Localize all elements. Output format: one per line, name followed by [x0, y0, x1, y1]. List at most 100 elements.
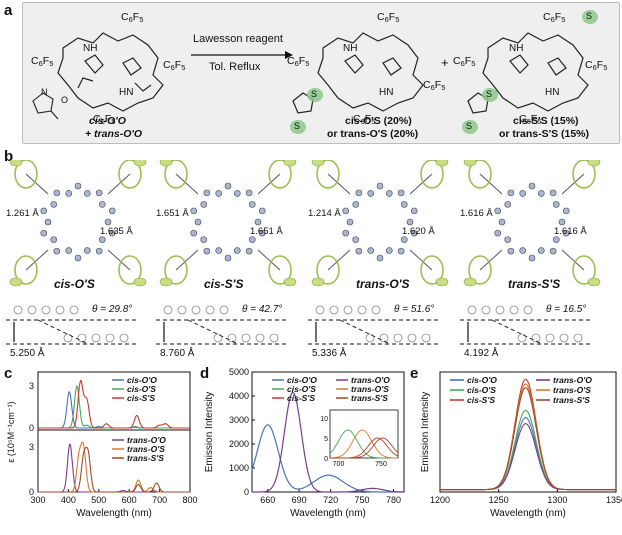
aryl-ring — [420, 255, 444, 285]
crystal-structures-svg: 1.261 Å 1.635 Å cis-O'S θ = 29.8° 5.250 Å 1.6… — [6, 160, 601, 359]
product1-trans-name: or trans-O'S (20%) — [327, 128, 419, 140]
bond — [107, 249, 131, 271]
series-line — [38, 446, 190, 493]
x-tick-label: 600 — [122, 495, 137, 505]
atom-n: N — [41, 87, 48, 97]
absorption-chart: 300 400 500 600 700 800 0 3 0 3 Wavelength (nm) ε (… — [6, 371, 198, 519]
packing-atom — [27, 305, 37, 315]
legend-label: trans-O'O — [553, 375, 592, 385]
atom — [558, 218, 566, 226]
fluorine — [435, 160, 449, 167]
atom — [194, 218, 202, 226]
packing-atom — [509, 305, 519, 315]
atom-nh: NH — [343, 43, 358, 54]
reaction-arrow-head — [285, 51, 293, 59]
starting-macrocycle-drawing — [57, 32, 164, 112]
atom — [504, 201, 512, 208]
packing-atom — [227, 333, 237, 343]
bond — [479, 173, 503, 195]
c6f5-label: C6F5 — [519, 113, 542, 126]
packing-atom — [41, 305, 51, 315]
series-line — [38, 384, 190, 429]
bond — [327, 249, 351, 271]
atom — [494, 207, 502, 215]
aryl-ring — [468, 160, 492, 189]
atom — [215, 190, 223, 197]
legend-label: cis-O'O — [127, 375, 157, 385]
atom — [562, 207, 570, 215]
x-tick-label: 1200 — [430, 495, 450, 505]
x-tick-label: 1350 — [606, 495, 622, 505]
conditions-label: Tol. Reflux — [209, 61, 261, 73]
atom — [552, 201, 560, 208]
x-tick-label: 1250 — [489, 495, 509, 505]
atom — [562, 229, 570, 237]
series-line — [251, 424, 404, 493]
atom — [233, 247, 241, 254]
atom — [254, 218, 262, 226]
fluorine — [159, 277, 173, 287]
atom — [258, 207, 266, 215]
bond-length-label-2: 1.616 Å — [554, 226, 587, 237]
emission-nir-chart: 1200 1250 1300 1350 Wavelength (nm) Emission … — [420, 371, 622, 519]
atom — [397, 247, 405, 255]
bond-length-label-1: 1.214 Å — [308, 208, 341, 219]
packing-atom — [241, 333, 251, 343]
angle-line — [187, 319, 239, 345]
atom-s: S — [586, 11, 593, 21]
legend-label: cis-S'S — [467, 395, 495, 405]
legend-label: trans-O'O — [351, 375, 390, 385]
packing-atom — [69, 305, 79, 315]
atom — [507, 247, 515, 255]
distance-label: 5.250 Å — [10, 346, 45, 359]
panel-label-c: c — [4, 365, 13, 382]
atom — [385, 247, 393, 254]
x-tick-label: 700 — [152, 495, 167, 505]
fluorine — [463, 277, 477, 287]
x-tick-label: 500 — [91, 495, 106, 505]
atom — [65, 190, 73, 197]
angle-line — [491, 319, 543, 345]
atom — [108, 229, 116, 237]
fluorine — [159, 160, 173, 167]
bond-length-label-1: 1.651 Å — [156, 208, 189, 219]
atom — [40, 207, 48, 215]
plot-frame — [37, 371, 191, 493]
atom — [248, 236, 256, 243]
s-highlight-p1b — [290, 120, 306, 134]
atom — [528, 182, 536, 190]
packing-atom — [163, 305, 173, 315]
atom — [400, 236, 408, 243]
packing-atom — [55, 305, 65, 315]
atom — [190, 229, 198, 237]
legend-label: trans-S'S — [127, 453, 164, 463]
packing-atom — [329, 305, 339, 315]
fluorine — [463, 160, 477, 167]
atom — [53, 189, 61, 197]
theta-label: θ = 51.6° — [394, 304, 434, 315]
atom-hn: HN — [545, 87, 560, 98]
y-tick-label: 0 — [244, 487, 249, 497]
x-tick-label: 400 — [61, 495, 76, 505]
c6f5-label: C6F5 — [353, 113, 376, 126]
fluorine — [283, 160, 297, 167]
panel-label-b: b — [4, 148, 14, 165]
product2-macrocycle-drawing — [467, 32, 589, 114]
series-line — [440, 423, 616, 491]
y-tick-label: 3000 — [229, 415, 249, 425]
legend-label: cis-O'S — [287, 384, 316, 394]
crystal-structure-1: 1.651 Å 1.651 Å cis-S'S θ = 42.7° 8.760 Å — [156, 160, 297, 359]
scheme-structures — [32, 10, 598, 134]
crystal-name: cis-S'S — [204, 277, 244, 291]
series-line — [252, 391, 405, 493]
c6f5-label: C6F5 — [543, 11, 566, 24]
bond-length-label-2: 1.651 Å — [250, 226, 283, 237]
packing-atom — [255, 333, 265, 343]
bond — [561, 173, 585, 195]
packing-atom — [77, 333, 87, 343]
atom — [400, 201, 408, 208]
fluorine — [133, 160, 147, 167]
x-tick-label: 1300 — [547, 495, 567, 505]
reaction-scheme: Lawesson reagent Tol. Reflux + C6F5 C6F5… — [22, 2, 620, 144]
atom — [50, 236, 58, 243]
